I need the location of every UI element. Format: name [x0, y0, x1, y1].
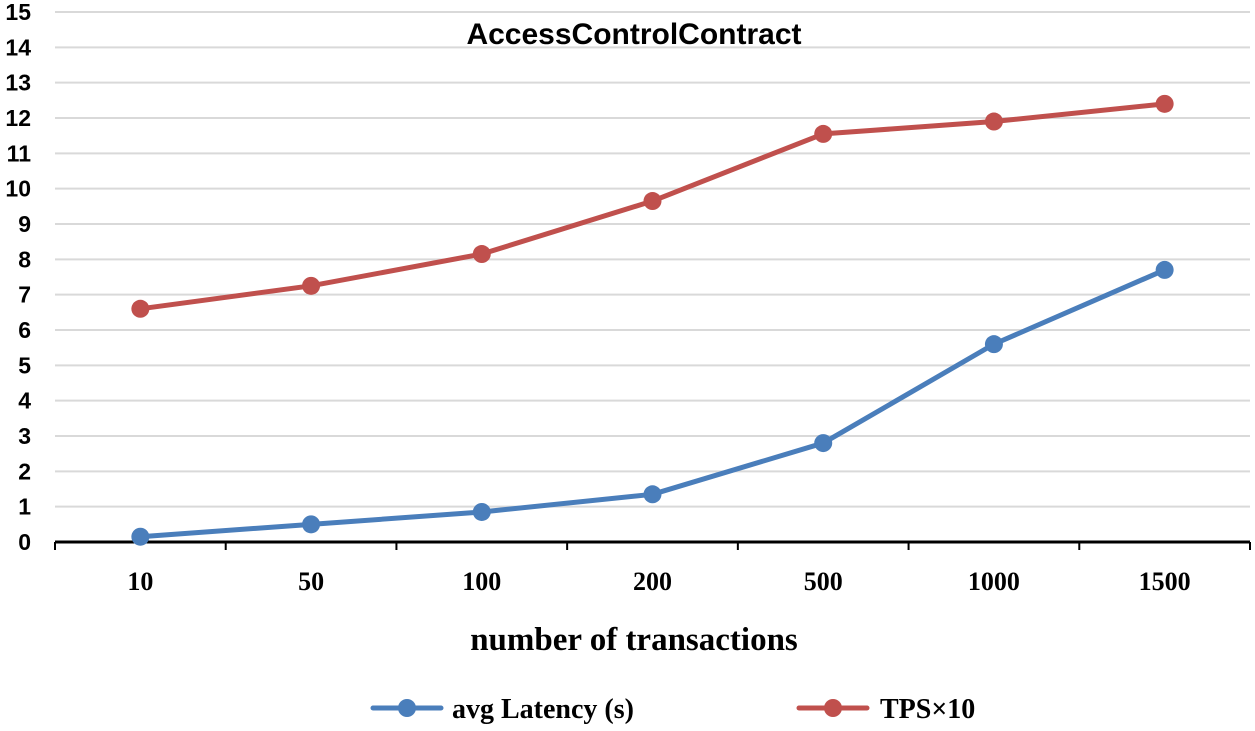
y-tick-label-10: 10 [5, 176, 31, 202]
chart-title: AccessControlContract [466, 18, 801, 51]
series-0-point-1500 [1155, 260, 1174, 279]
y-tick-label-5: 5 [18, 352, 31, 378]
y-tick-label-4: 4 [18, 388, 31, 414]
series-0-point-200 [643, 485, 662, 504]
series-1-point-1000 [984, 112, 1003, 131]
y-tick-label-2: 2 [18, 458, 31, 484]
x-tick-label-50: 50 [298, 567, 324, 596]
series-1-point-500 [814, 124, 833, 143]
x-tick-label-1000: 1000 [968, 567, 1020, 596]
y-tick-label-9: 9 [18, 211, 31, 237]
y-tick-label-11: 11 [7, 140, 32, 166]
y-tick-label-8: 8 [18, 246, 31, 272]
legend-swatch-marker-1 [824, 699, 842, 717]
y-tick-label-3: 3 [18, 423, 31, 449]
y-tick-label-12: 12 [5, 105, 31, 131]
legend-swatch-marker-0 [398, 699, 416, 717]
series-0-point-500 [814, 434, 833, 453]
series-1-point-50 [302, 276, 321, 295]
series-1-point-200 [643, 192, 662, 211]
legend-label-0: avg Latency (s) [452, 694, 634, 725]
legend-label-1: TPS×10 [880, 694, 975, 725]
y-tick-label-13: 13 [5, 70, 31, 96]
series-0-point-10 [131, 527, 150, 546]
series-0-point-100 [472, 502, 491, 521]
x-tick-label-100: 100 [462, 567, 501, 596]
x-tick-label-200: 200 [633, 567, 672, 596]
grid-lines [55, 11, 1250, 508]
series-1-point-100 [472, 245, 491, 264]
x-axis-label: number of transactions [470, 622, 798, 658]
series-lines [131, 94, 1174, 546]
series-1-point-10 [131, 299, 150, 318]
series-0-point-50 [302, 515, 321, 534]
y-tick-label-14: 14 [5, 34, 31, 60]
x-tick-label-1500: 1500 [1139, 567, 1191, 596]
series-0-point-1000 [984, 335, 1003, 354]
x-tick-label-500: 500 [804, 567, 843, 596]
x-tick-label-10: 10 [127, 567, 153, 596]
y-tick-label-15: 15 [5, 0, 31, 25]
x-tick-labels: 10 50 100 200 500 1000 1500 [127, 567, 1190, 596]
y-tick-label-7: 7 [18, 282, 31, 308]
y-tick-label-0: 0 [18, 529, 31, 555]
series-1-point-1500 [1155, 94, 1174, 113]
legend: avg Latency (s) TPS×10 [370, 694, 975, 725]
y-tick-label-6: 6 [18, 317, 31, 343]
axes [54, 540, 1251, 550]
y-tick-label-1: 1 [18, 494, 31, 520]
